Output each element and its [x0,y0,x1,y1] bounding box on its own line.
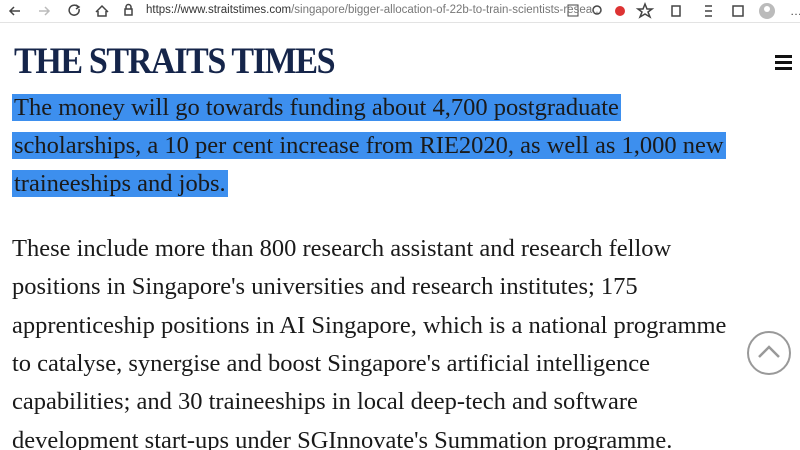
url-host: https://www.straitstimes.com [146,4,292,16]
text-line: These include more than 800 research ass… [12,235,672,262]
text-line: traineeships and jobs. [12,166,228,202]
selected-text: scholarships, a 10 per cent increase fro… [12,132,726,159]
reload-button[interactable] [68,4,81,16]
text-line: development start-ups under SGInnovate's… [12,426,673,450]
toolbar-icons: … [8,1,800,19]
home-button[interactable] [95,4,109,17]
back-button[interactable] [8,6,20,16]
reader-icon[interactable] [567,4,579,17]
text-line: positions in Singapore's universities an… [12,273,638,301]
collections-button[interactable] [732,5,744,17]
hamburger-menu[interactable] [774,54,794,72]
selected-text: traineeships and jobs. [12,170,228,197]
favorites-bar-button[interactable] [705,5,712,17]
text-line: capabilities; and 30 traineeships in loc… [12,388,638,416]
forward-button[interactable] [39,6,51,16]
text-line: to catalyse, synergise and boost Singapo… [12,349,651,377]
url-path: /singapore/bigger-allocation-of-22b-to-t… [291,4,602,16]
lock-icon [124,8,133,16]
menu-button[interactable]: … [790,4,800,18]
selected-text: The money will go towards funding about … [12,94,621,121]
zoom-icon[interactable] [592,5,602,15]
text-line: scholarships, a 10 per cent increase fro… [12,128,726,164]
extensions-button[interactable] [671,5,681,17]
address-bar[interactable]: https://www.straitstimes.com/singapore/b… [146,4,602,16]
site-logo[interactable]: THE STRAITS TIMES [14,41,336,82]
text-line: apprenticeship positions in AI Singapore… [12,311,727,339]
tracking-icon[interactable] [615,6,625,16]
browser-toolbar: … https://www.straitstimes.com/singapore… [0,0,800,23]
text-line: The money will go towards funding about … [12,90,621,126]
favorite-button[interactable] [635,1,655,19]
scroll-top-button[interactable] [746,330,792,376]
